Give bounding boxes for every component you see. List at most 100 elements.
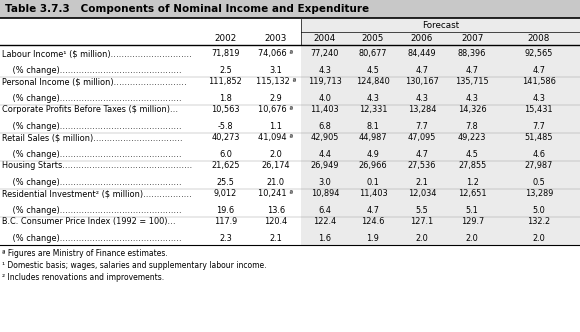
Text: 4.5: 4.5 [367,66,379,75]
Text: 3.0: 3.0 [318,179,331,188]
Text: 4.7: 4.7 [532,66,545,75]
Text: (% change)………………………………………: (% change)……………………………………… [2,123,182,131]
Text: 129.7: 129.7 [461,217,484,226]
Text: 26,949: 26,949 [310,161,339,170]
Text: 2006: 2006 [411,34,433,43]
Text: 120.4: 120.4 [264,217,288,226]
Text: 2004: 2004 [314,34,336,43]
Text: 1.9: 1.9 [367,234,379,243]
Text: 21,625: 21,625 [211,161,240,170]
Text: 15,431: 15,431 [524,106,553,115]
Text: 2.1: 2.1 [269,234,282,243]
Text: (% change)………………………………………: (% change)……………………………………… [2,234,182,243]
Text: 111,852: 111,852 [208,77,242,86]
Text: 0.5: 0.5 [532,179,545,188]
Text: 26,966: 26,966 [358,161,387,170]
Text: 5.5: 5.5 [416,207,428,215]
Text: 2005: 2005 [362,34,384,43]
Text: 141,586: 141,586 [522,77,556,86]
Text: 2007: 2007 [461,34,483,43]
Text: 5.0: 5.0 [532,207,545,215]
Text: 6.4: 6.4 [318,207,331,215]
Text: 27,855: 27,855 [458,161,486,170]
Text: 124,840: 124,840 [356,77,390,86]
Text: 13,284: 13,284 [408,106,436,115]
Text: B.C. Consumer Price Index (1992 = 100)…: B.C. Consumer Price Index (1992 = 100)… [2,217,176,226]
Text: (% change)………………………………………: (% change)……………………………………… [2,179,182,188]
Bar [301,19,580,245]
Text: 19.6: 19.6 [216,207,234,215]
Text: 4.5: 4.5 [466,150,478,159]
Text: 5.1: 5.1 [466,207,478,215]
Text: 4.6: 4.6 [532,150,545,159]
Text: 10,894: 10,894 [310,190,339,199]
Text: 4.7: 4.7 [367,207,379,215]
Text: 11,403: 11,403 [358,190,387,199]
Text: 0.1: 0.1 [367,179,379,188]
Text: (% change)………………………………………: (% change)……………………………………… [2,150,182,159]
Text: 4.4: 4.4 [318,150,331,159]
Text: 12,651: 12,651 [458,190,487,199]
Text: 124.6: 124.6 [361,217,385,226]
Text: -5.8: -5.8 [218,123,233,131]
Text: 77,240: 77,240 [311,49,339,58]
Text: 84,449: 84,449 [408,49,436,58]
Text: 117.9: 117.9 [213,217,237,226]
Text: 119,713: 119,713 [308,77,342,86]
Text: 21.0: 21.0 [267,179,285,188]
Text: 51,485: 51,485 [524,133,553,142]
Text: 2008: 2008 [528,34,550,43]
Text: 14,326: 14,326 [458,106,487,115]
Text: ¹ Domestic basis; wages, salaries and supplementary labour income.: ¹ Domestic basis; wages, salaries and su… [2,261,267,270]
Text: 12,331: 12,331 [358,106,387,115]
Text: ² Includes renovations and improvements.: ² Includes renovations and improvements. [2,273,165,282]
Text: 49,223: 49,223 [458,133,486,142]
Text: 7.7: 7.7 [416,123,428,131]
Text: ª Figures are Ministry of Finance estimates.: ª Figures are Ministry of Finance estima… [2,249,168,258]
Text: 40,273: 40,273 [211,133,240,142]
Text: 42,905: 42,905 [311,133,339,142]
Text: 9,012: 9,012 [213,190,237,199]
Text: 10,563: 10,563 [211,106,240,115]
Text: 2.5: 2.5 [219,66,231,75]
Text: 4.7: 4.7 [466,66,478,75]
Text: 122.4: 122.4 [313,217,336,226]
Text: Labour Income¹ ($ million)…………………………: Labour Income¹ ($ million)………………………… [2,49,192,58]
Text: 4.0: 4.0 [318,95,331,104]
Text: Retail Sales ($ million)……………………………: Retail Sales ($ million)…………………………… [2,133,183,142]
Text: 44,987: 44,987 [358,133,387,142]
Text: 92,565: 92,565 [525,49,553,58]
Text: 4.3: 4.3 [367,95,379,104]
Text: 2003: 2003 [264,34,287,43]
Text: (% change)………………………………………: (% change)……………………………………… [2,207,182,215]
Text: 4.7: 4.7 [415,66,429,75]
Text: 74,066 ª: 74,066 ª [258,49,293,58]
Text: 115,132 ª: 115,132 ª [256,77,296,86]
Text: 1.8: 1.8 [219,95,232,104]
Text: 130,167: 130,167 [405,77,439,86]
Text: 71,819: 71,819 [211,49,240,58]
Text: 7.8: 7.8 [466,123,478,131]
Text: 8.1: 8.1 [367,123,379,131]
Text: 7.7: 7.7 [532,123,545,131]
Text: 27,536: 27,536 [408,161,436,170]
Text: 132.2: 132.2 [527,217,550,226]
Text: 4.3: 4.3 [318,66,331,75]
Text: 47,095: 47,095 [408,133,436,142]
Text: 4.3: 4.3 [466,95,478,104]
Text: 26,174: 26,174 [262,161,290,170]
Text: 2.9: 2.9 [270,95,282,104]
Text: 6.8: 6.8 [318,123,331,131]
Text: 2002: 2002 [214,34,237,43]
Text: 2.0: 2.0 [270,150,282,159]
Text: 80,677: 80,677 [359,49,387,58]
Text: 135,715: 135,715 [455,77,489,86]
Text: 25.5: 25.5 [216,179,234,188]
Text: 41,094 ª: 41,094 ª [258,133,293,142]
Text: 88,396: 88,396 [458,49,486,58]
Text: 13.6: 13.6 [267,207,285,215]
Text: 4.3: 4.3 [532,95,545,104]
Text: 4.3: 4.3 [415,95,429,104]
Bar [0,0,580,18]
Text: 2.3: 2.3 [219,234,231,243]
